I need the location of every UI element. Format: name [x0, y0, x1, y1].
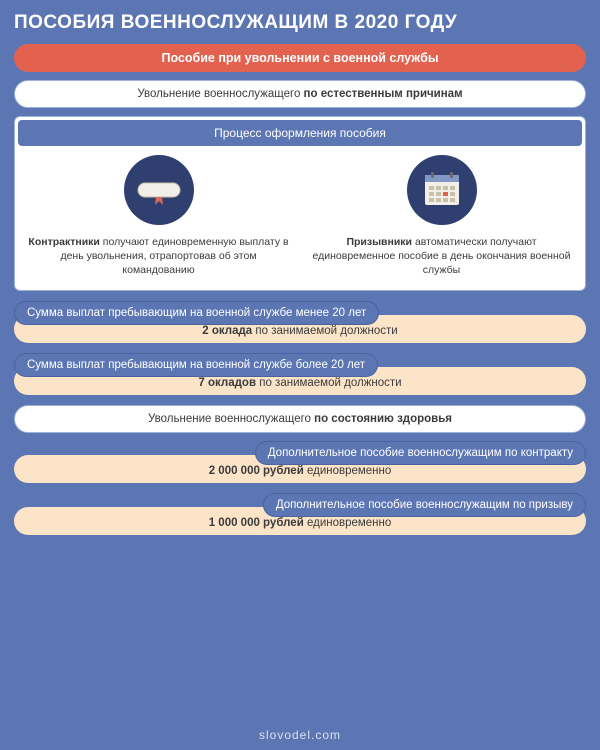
subheading-natural-prefix: Увольнение военнослужащего — [137, 88, 303, 100]
tier-under20-rest: по занимаемой должности — [252, 325, 398, 337]
footer-source: slovodel.com — [14, 724, 586, 742]
process-col-contract: Контрактники получают единовременную вып… — [25, 155, 292, 278]
subheading-natural-bold: по естественным причинам — [304, 88, 463, 100]
tier-conscript-bonus-head: Дополнительное пособие военнослужащим по… — [263, 493, 586, 517]
tier-over20-rest: по занимаемой должности — [256, 377, 402, 389]
process-col-conscript: Призывники автоматически получают единов… — [308, 155, 575, 278]
tier-under20-bold: 2 оклада — [202, 325, 252, 337]
tier-contract-bonus-head: Дополнительное пособие военнослужащим по… — [255, 441, 586, 465]
tier-contract-bonus-rest: единовременно — [304, 465, 392, 477]
process-col-contract-bold: Контрактники — [28, 236, 99, 248]
tier-contract-bonus: Дополнительное пособие военнослужащим по… — [14, 441, 586, 483]
tier-under20-head: Сумма выплат пребывающим на военной служ… — [14, 301, 379, 325]
process-col-contract-text: Контрактники получают единовременную вып… — [25, 235, 292, 278]
process-col-conscript-text: Призывники автоматически получают единов… — [308, 235, 575, 278]
subheading-health-bold: по состоянию здоровья — [314, 413, 452, 425]
subheading-health-prefix: Увольнение военнослужащего — [148, 413, 314, 425]
diploma-icon — [124, 155, 194, 225]
tier-over20: Сумма выплат пребывающим на военной служ… — [14, 353, 586, 395]
subheading-health: Увольнение военнослужащего по состоянию … — [14, 405, 586, 433]
infographic-page: ПОСОБИЯ ВОЕННОСЛУЖАЩИМ В 2020 ГОДУ Пособ… — [0, 0, 600, 750]
tier-contract-bonus-bold: 2 000 000 рублей — [209, 465, 304, 477]
process-panel: Процесс оформления пособия Контрактники … — [14, 116, 586, 291]
tier-conscript-bonus: Дополнительное пособие военнослужащим по… — [14, 493, 586, 535]
calendar-icon — [407, 155, 477, 225]
tier-conscript-bonus-rest: единовременно — [304, 517, 392, 529]
page-title: ПОСОБИЯ ВОЕННОСЛУЖАЩИМ В 2020 ГОДУ — [14, 12, 586, 34]
header-pill: Пособие при увольнении с военной службы — [14, 44, 586, 72]
tier-over20-bold: 7 окладов — [198, 377, 256, 389]
process-col-conscript-bold: Призывники — [346, 236, 412, 248]
tier-over20-head: Сумма выплат пребывающим на военной служ… — [14, 353, 378, 377]
process-panel-head: Процесс оформления пособия — [18, 120, 582, 146]
subheading-natural: Увольнение военнослужащего по естественн… — [14, 80, 586, 108]
process-panel-body: Контрактники получают единовременную вып… — [15, 149, 585, 290]
tier-under20: Сумма выплат пребывающим на военной служ… — [14, 301, 586, 343]
tier-conscript-bonus-bold: 1 000 000 рублей — [209, 517, 304, 529]
